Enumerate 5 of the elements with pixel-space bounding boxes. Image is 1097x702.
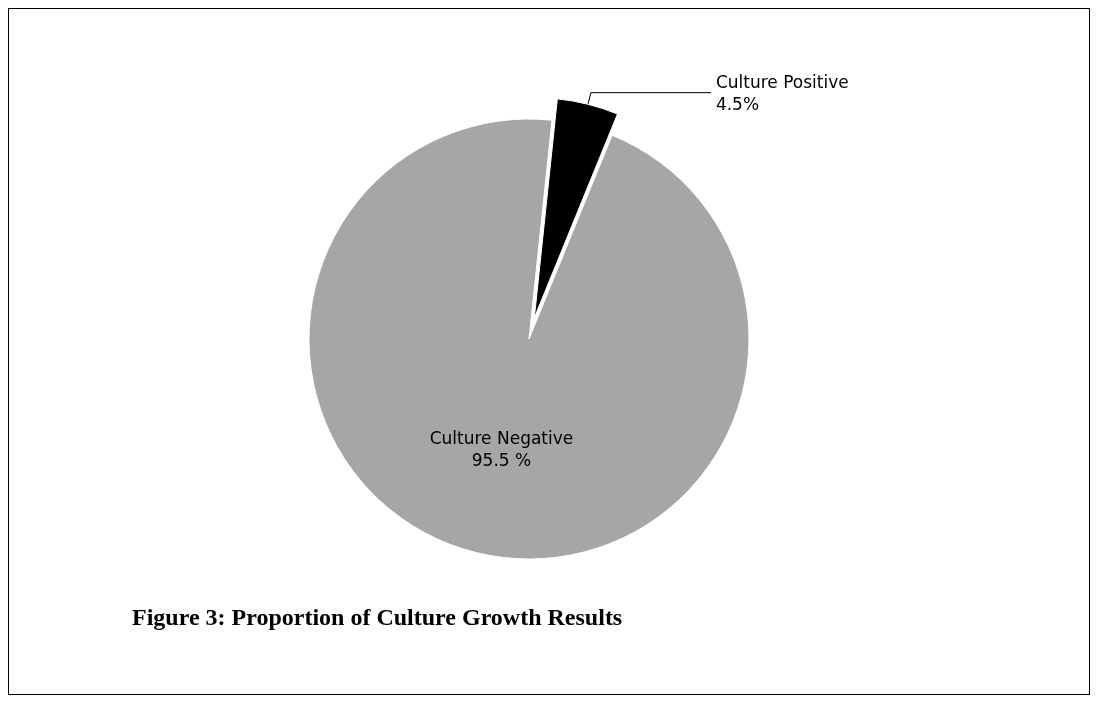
- text: Figure 3: Proportion of Culture Growth Results: [132, 604, 623, 630]
- slice-label: Culture Negative: [429, 427, 574, 448]
- slice-label: Culture Positive: [715, 71, 849, 92]
- data-label: 95.5 %: [471, 449, 532, 470]
- data-label: 4.5%: [715, 93, 760, 114]
